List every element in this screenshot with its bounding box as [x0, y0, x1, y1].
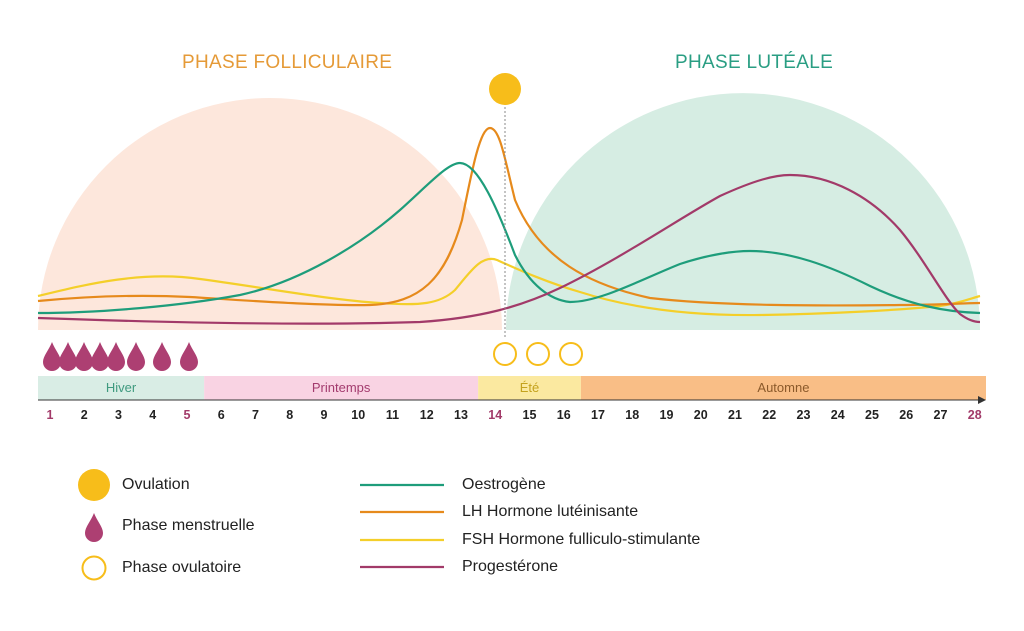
day-label: 2 — [80, 408, 88, 422]
legend-fsh-label: FSH Hormone fulliculo-stimulante — [462, 531, 701, 548]
menstrual-drop-icon — [75, 342, 93, 371]
day-label: 24 — [830, 408, 845, 422]
menstrual-drop-icon — [91, 342, 109, 371]
day-label: 15 — [522, 408, 537, 422]
lh-curve — [37, 126, 981, 307]
day-label: 26 — [899, 408, 914, 422]
day-label: 7 — [252, 408, 259, 422]
fsh-curve — [37, 257, 981, 317]
season-label: Été — [519, 380, 540, 395]
day-label: 10 — [351, 408, 366, 422]
day-label: 4 — [149, 408, 157, 422]
legend-ovulatory-label: Phase ovulatoire — [122, 559, 242, 576]
season-segment — [204, 376, 479, 400]
legend-progesterone-label: Progestérone — [462, 558, 559, 575]
season-segment — [478, 376, 581, 400]
ovulatory-circle-icon — [493, 342, 517, 366]
legend-oestrogen-label: Oestrogène — [462, 476, 546, 493]
menstrual-drop-icon — [153, 342, 171, 371]
luteal-phase-title: PHASE LUTÉALE — [675, 52, 834, 73]
day-label: 11 — [385, 408, 400, 422]
day-label: 23 — [796, 408, 811, 422]
ovulatory-circle-icon — [526, 342, 550, 366]
menstrual-drop-icon — [59, 342, 77, 371]
oestrogen-curve — [37, 161, 981, 315]
season-label: Hiver — [105, 380, 137, 395]
day-label: 13 — [454, 408, 468, 422]
day-label: 25 — [865, 408, 879, 422]
day-label: 18 — [625, 408, 640, 422]
day-label: 28 — [967, 408, 982, 422]
legend-ovulatory-circle-icon — [81, 555, 107, 581]
day-label: 6 — [217, 408, 225, 422]
season-segment — [38, 376, 205, 400]
day-label: 5 — [183, 408, 191, 422]
menstrual-drop-icon — [107, 342, 125, 371]
day-label: 14 — [488, 408, 503, 422]
day-label: 20 — [693, 408, 708, 422]
day-label: 16 — [556, 408, 571, 422]
day-axis-arrow — [978, 396, 986, 404]
follicular-phase-title: PHASE FOLLICULAIRE — [182, 52, 393, 73]
day-label: 19 — [659, 408, 674, 422]
day-axis-labels: 1 2 3 4 5 6 7 8 9 10 11 12 13 14 15 16 17 18 19 20 21 22 23 24 2… — [0, 408, 1024, 426]
legend-menstrual-drop-icon — [85, 513, 103, 542]
ovulatory-circles — [493, 342, 583, 366]
season-segment — [580, 376, 986, 400]
season-bar — [38, 376, 986, 400]
menstrual-drops — [43, 342, 198, 371]
ovulation-icon — [489, 73, 521, 105]
day-label: 12 — [419, 408, 434, 422]
legend-lh-label: LH Hormone lutéinisante — [462, 503, 639, 520]
day-label: 21 — [728, 408, 742, 422]
day-label: 17 — [591, 408, 605, 422]
legend-ovulation-label: Ovulation — [122, 476, 190, 493]
luteal-phase-background — [506, 93, 980, 330]
day-label: 22 — [762, 408, 777, 422]
day-label: 27 — [933, 408, 948, 422]
legend-menstrual-label: Phase menstruelle — [122, 517, 255, 534]
day-label: 3 — [115, 408, 122, 422]
day-label: 8 — [286, 408, 294, 422]
progesterone-curve — [37, 173, 981, 325]
ovulatory-circle-icon — [559, 342, 583, 366]
menstrual-drop-icon — [43, 342, 61, 371]
season-label: Printemps — [311, 380, 371, 395]
menstrual-drop-icon — [180, 342, 198, 371]
day-label: 9 — [320, 408, 328, 422]
follicular-phase-background — [38, 98, 502, 330]
menstrual-drop-icon — [127, 342, 145, 371]
day-label: 1 — [46, 408, 54, 422]
legend-ovulation-icon — [78, 469, 110, 501]
season-label: Automne — [757, 380, 810, 395]
